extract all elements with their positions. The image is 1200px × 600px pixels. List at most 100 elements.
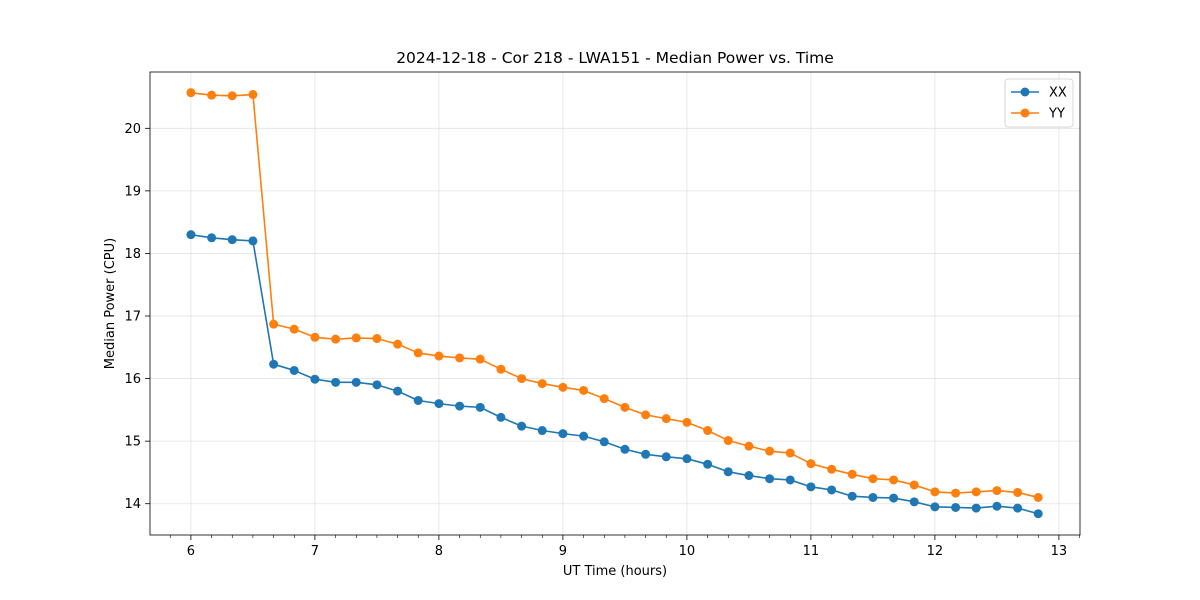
data-point-xx — [889, 493, 899, 503]
data-point-yy — [682, 417, 692, 427]
chart-title: 2024-12-18 - Cor 218 - LWA151 - Median P… — [396, 49, 834, 67]
data-point-xx — [475, 402, 485, 412]
data-point-yy — [827, 464, 837, 474]
data-point-xx — [331, 377, 341, 387]
data-point-yy — [413, 348, 423, 358]
data-point-xx — [207, 233, 217, 243]
y-tick-label: 17 — [124, 310, 141, 325]
data-point-yy — [517, 374, 527, 384]
x-tick-label: 13 — [1051, 544, 1068, 559]
data-point-xx — [1013, 503, 1023, 513]
data-point-xx — [992, 501, 1002, 511]
data-point-xx — [434, 399, 444, 409]
data-point-yy — [289, 324, 299, 334]
data-point-yy — [331, 334, 341, 344]
data-point-xx — [951, 502, 961, 512]
data-point-yy — [806, 459, 816, 469]
data-point-xx — [806, 482, 816, 492]
data-point-yy — [620, 402, 630, 412]
data-point-xx — [537, 426, 547, 436]
data-point-yy — [765, 446, 775, 456]
data-point-xx — [393, 386, 403, 396]
data-point-yy — [186, 88, 196, 98]
data-point-xx — [558, 429, 568, 439]
data-point-xx — [289, 365, 299, 375]
data-point-yy — [351, 333, 361, 343]
x-tick-label: 10 — [679, 544, 696, 559]
data-point-yy — [992, 486, 1002, 496]
series-xx — [186, 230, 1043, 519]
data-point-yy — [847, 469, 857, 479]
grid — [150, 72, 1080, 535]
data-point-xx — [351, 377, 361, 387]
legend-item-yy: YY — [1011, 107, 1065, 122]
data-point-xx — [827, 485, 837, 495]
data-point-xx — [227, 235, 237, 245]
data-point-xx — [620, 444, 630, 454]
y-axis-label: Median Power (CPU) — [103, 238, 118, 369]
data-point-yy — [475, 354, 485, 364]
x-tick-label: 11 — [803, 544, 820, 559]
data-point-yy — [558, 382, 568, 392]
data-point-xx — [641, 449, 651, 459]
data-point-yy — [703, 426, 713, 436]
y-tick-label: 19 — [124, 184, 141, 199]
legend-label: YY — [1048, 107, 1065, 122]
x-axis-label: UT Time (hours) — [563, 564, 667, 579]
legend-marker — [1020, 87, 1030, 97]
x-tick-label: 8 — [435, 544, 443, 559]
data-point-yy — [909, 480, 919, 490]
y-tick-label: 15 — [124, 435, 141, 450]
x-tick-label: 9 — [559, 544, 567, 559]
data-point-xx — [971, 503, 981, 513]
data-point-xx — [682, 454, 692, 464]
data-point-xx — [517, 421, 527, 431]
data-point-yy — [971, 487, 981, 497]
data-point-xx — [868, 492, 878, 502]
data-point-xx — [579, 431, 589, 441]
data-point-yy — [868, 474, 878, 484]
data-point-yy — [579, 385, 589, 395]
legend-marker — [1020, 108, 1030, 118]
data-point-yy — [785, 448, 795, 458]
data-point-yy — [599, 394, 609, 404]
data-point-xx — [765, 474, 775, 484]
data-point-xx — [186, 230, 196, 240]
data-point-xx — [909, 497, 919, 507]
y-tick-label: 14 — [124, 497, 141, 512]
data-point-yy — [372, 334, 382, 344]
data-point-yy — [496, 364, 506, 374]
series-yy — [186, 88, 1043, 502]
y-tick-label: 18 — [124, 247, 141, 262]
data-point-xx — [310, 374, 320, 384]
data-point-yy — [930, 487, 940, 497]
data-point-yy — [434, 351, 444, 361]
data-point-xx — [269, 359, 279, 369]
data-point-yy — [641, 410, 651, 420]
axes: 6 7 8 9 10 11 12 13 14 15 16 17 18 19 20 — [124, 122, 1080, 559]
data-point-xx — [413, 395, 423, 405]
x-tick-label: 6 — [187, 544, 195, 559]
legend: XX YY — [1004, 78, 1074, 128]
data-point-yy — [723, 436, 733, 446]
data-point-xx — [1033, 509, 1043, 519]
x-tick-label: 7 — [311, 544, 319, 559]
data-point-xx — [248, 236, 258, 246]
data-point-xx — [661, 452, 671, 462]
data-point-yy — [889, 475, 899, 485]
data-point-yy — [1033, 492, 1043, 502]
x-tick-label: 12 — [927, 544, 944, 559]
data-point-yy — [661, 414, 671, 424]
series-layer — [186, 88, 1043, 519]
data-point-xx — [847, 491, 857, 501]
data-point-yy — [248, 90, 258, 100]
data-point-yy — [207, 90, 217, 100]
data-point-xx — [723, 467, 733, 477]
data-point-xx — [930, 502, 940, 512]
legend-label: XX — [1049, 86, 1067, 101]
data-point-xx — [744, 471, 754, 481]
data-point-yy — [269, 319, 279, 329]
